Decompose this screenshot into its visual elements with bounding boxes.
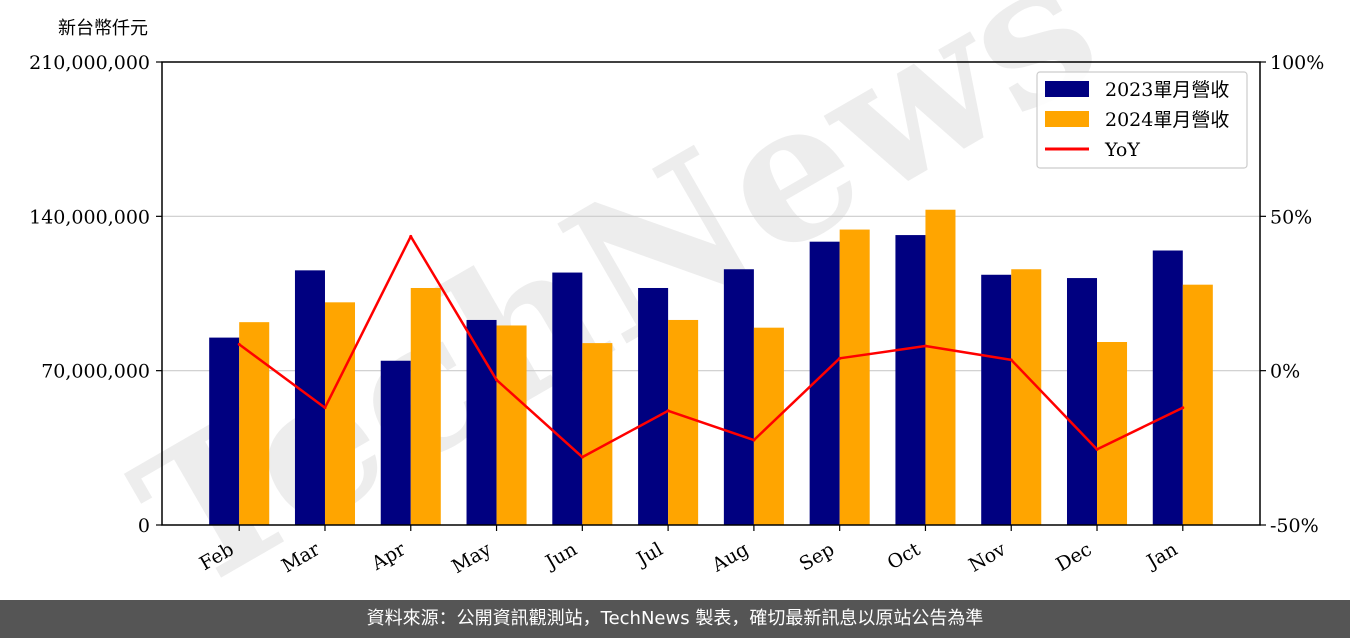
x-tick-label-may: May bbox=[448, 538, 495, 578]
bar-2023-may bbox=[466, 319, 497, 525]
yoy-point-feb bbox=[237, 342, 241, 346]
x-tick-label-aug: Aug bbox=[708, 538, 753, 577]
bar-2024-nov bbox=[1011, 269, 1042, 525]
bar-2024-dec bbox=[1097, 342, 1128, 525]
yoy-point-mar bbox=[323, 406, 327, 410]
yoy-point-sep bbox=[838, 356, 842, 360]
legend-box bbox=[1036, 71, 1248, 169]
unit-label: 新台幣仟元 bbox=[58, 18, 148, 39]
right-tick-label: -50% bbox=[1270, 515, 1319, 537]
legend-swatch bbox=[1045, 111, 1089, 127]
bar-2024-apr bbox=[410, 287, 441, 525]
bar-2023-oct bbox=[895, 235, 926, 526]
left-tick-label: 0 bbox=[138, 515, 150, 537]
bar-2023-jan bbox=[1152, 250, 1183, 525]
source-footer: 資料來源：公開資訊觀測站，TechNews 製表，確切最新訊息以原站公告為準 bbox=[0, 600, 1350, 638]
yoy-point-jun bbox=[580, 455, 584, 459]
bar-2023-apr bbox=[380, 360, 411, 525]
yoy-point-aug bbox=[752, 438, 756, 442]
x-tick-label-apr: Apr bbox=[367, 538, 410, 575]
x-tick-label-dec: Dec bbox=[1052, 538, 1095, 576]
bar-2024-may bbox=[496, 325, 527, 525]
bar-2023-nov bbox=[981, 274, 1012, 525]
bar-2024-jul bbox=[668, 319, 699, 525]
yoy-point-nov bbox=[1009, 358, 1013, 362]
yoy-point-dec bbox=[1095, 447, 1099, 451]
right-tick-label: 50% bbox=[1270, 206, 1312, 228]
legend-label: 2024單月營收 bbox=[1105, 109, 1229, 131]
yoy-point-jan bbox=[1181, 406, 1185, 410]
yoy-point-apr bbox=[409, 234, 413, 238]
bar-2023-jun bbox=[552, 272, 583, 525]
left-tick-label: 140,000,000 bbox=[29, 206, 150, 228]
bar-2024-jan bbox=[1182, 284, 1213, 525]
x-tick-label-jul: Jul bbox=[631, 538, 666, 571]
bar-2024-oct bbox=[925, 209, 956, 525]
yoy-point-jul bbox=[666, 409, 670, 413]
bar-2024-feb bbox=[239, 322, 270, 525]
x-tick-label-jan: Jan bbox=[1142, 538, 1182, 574]
bar-2023-aug bbox=[723, 269, 754, 525]
bar-2023-feb bbox=[209, 337, 240, 525]
legend-label: YoY bbox=[1104, 139, 1140, 161]
bar-2024-jun bbox=[582, 343, 613, 525]
yoy-line bbox=[238, 235, 1184, 459]
bar-2024-sep bbox=[839, 229, 870, 526]
bar-2023-dec bbox=[1066, 278, 1098, 525]
plot-frame bbox=[161, 61, 1261, 526]
yoy-point-oct bbox=[923, 344, 927, 348]
yoy-point-may bbox=[495, 378, 499, 382]
x-tick-label-sep: Sep bbox=[796, 538, 839, 575]
x-tick-label-nov: Nov bbox=[965, 538, 1010, 577]
bar-2024-mar bbox=[324, 302, 356, 525]
bar-2023-jul bbox=[638, 287, 669, 525]
right-tick-label: 0% bbox=[1270, 361, 1300, 383]
legend-swatch bbox=[1045, 81, 1089, 97]
left-tick-label: 70,000,000 bbox=[41, 361, 150, 383]
right-tick-label: 100% bbox=[1270, 52, 1324, 74]
x-tick-label-oct: Oct bbox=[884, 538, 925, 574]
chart-svg: 新台幣仟元 TechNews070,000,000140,000,000210,… bbox=[29, 0, 1324, 634]
legend-label: 2023單月營收 bbox=[1105, 79, 1229, 101]
left-tick-label: 210,000,000 bbox=[29, 52, 150, 74]
x-tick-label-jun: Jun bbox=[540, 538, 581, 574]
